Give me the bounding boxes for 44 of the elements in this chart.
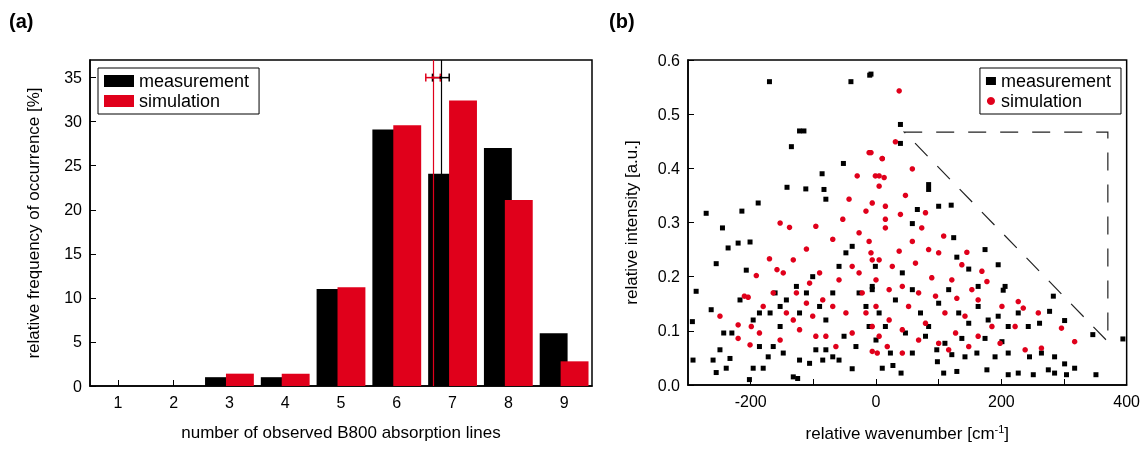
y-tick-label: 0 — [73, 377, 83, 395]
bar — [504, 200, 533, 386]
x-tick-label: 7 — [448, 393, 458, 411]
x-axis-title: number of observed B800 absorption lines — [181, 423, 501, 442]
bar — [560, 361, 589, 386]
bar — [393, 125, 422, 386]
bar — [225, 373, 254, 386]
x-tick-label: 3 — [224, 393, 234, 411]
legend-label: simulation — [1000, 91, 1082, 111]
x-tick-label: 400 — [1113, 392, 1141, 410]
x-tick-label: 8 — [503, 393, 513, 411]
y-tick-label: 0.5 — [657, 105, 681, 123]
y-tick-label: 0.6 — [657, 51, 681, 69]
x-tick-label: -200 — [734, 392, 767, 410]
x-tick-label: 5 — [336, 393, 346, 411]
y-tick-label: 25 — [64, 157, 83, 175]
bar — [449, 100, 477, 386]
x-tick-label: 6 — [392, 393, 402, 411]
x-tick-label: 4 — [280, 393, 290, 411]
x-tick-label: 0 — [871, 392, 881, 410]
chart-title: (b) — [609, 10, 635, 32]
x-tick-label: 200 — [987, 392, 1015, 410]
bar — [281, 373, 310, 386]
y-tick-label: 0.3 — [657, 214, 681, 231]
y-tick-label: 20 — [64, 201, 83, 219]
chart-title: (a) — [9, 10, 34, 32]
y-axis-title: relative frequency of occurrence [%] — [24, 87, 43, 359]
y-axis-title: relative intensity [a.u.] — [622, 140, 641, 305]
y-tick-label: 0.0 — [657, 376, 681, 394]
y-tick-label: 10 — [64, 289, 83, 307]
y-tick-label: 35 — [64, 69, 83, 87]
legend-label: measurement — [139, 71, 250, 91]
x-tick-label: 9 — [559, 393, 569, 411]
bar — [337, 287, 366, 386]
legend-label: measurement — [1000, 71, 1112, 91]
y-tick-label: 0.1 — [657, 322, 681, 340]
legend-label: simulation — [139, 91, 221, 111]
y-tick-label: 0.2 — [657, 268, 681, 286]
y-tick-label: 0.4 — [657, 159, 681, 177]
x-tick-label: 1 — [113, 393, 123, 411]
y-tick-label: 30 — [64, 113, 83, 131]
y-tick-label: 5 — [73, 333, 83, 351]
x-tick-label: 2 — [169, 393, 179, 411]
y-tick-label: 15 — [64, 245, 83, 263]
